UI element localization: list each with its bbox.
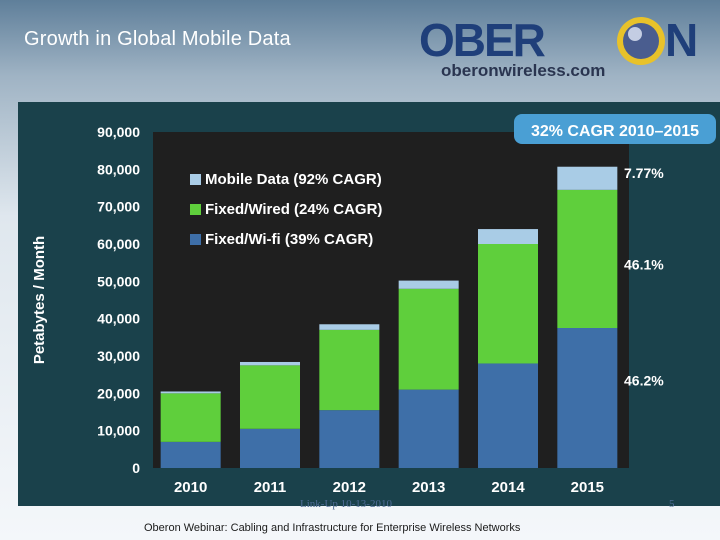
stacked-bar-chart: Petabytes / Month 32% CAGR 2010–2015 0 10… <box>31 114 716 496</box>
x-tick-label: 2014 <box>491 479 525 496</box>
x-tick-label: 2013 <box>412 479 445 496</box>
bar-segment <box>398 389 459 468</box>
bar-segment <box>478 363 538 468</box>
y-tick-label: 40,000 <box>97 311 140 327</box>
slide-title: Growth in Global Mobile Data <box>24 28 291 50</box>
y-tick-label: 60,000 <box>97 236 140 252</box>
legend-label: Fixed/Wi-fi (39% CAGR) <box>205 231 373 248</box>
page-number: 5 <box>669 498 675 510</box>
cagr-annotation: 46.1% <box>624 257 664 273</box>
cagr-annotation: 7.77% <box>624 165 664 181</box>
bar-segment <box>319 324 380 330</box>
bar-segment <box>398 280 459 289</box>
y-axis-label: Petabytes / Month <box>31 236 48 364</box>
legend-swatch <box>190 174 201 185</box>
bar-segment <box>319 329 380 411</box>
y-tick-label: 10,000 <box>97 423 140 439</box>
legend-swatch <box>190 234 201 245</box>
bar-segment <box>478 244 538 364</box>
logo-orb-highlight <box>628 27 642 41</box>
bar-segment <box>557 328 618 468</box>
bar-segment <box>160 393 221 442</box>
chart-panel: Petabytes / Month 32% CAGR 2010–2015 0 10… <box>18 102 720 506</box>
x-axis-ticks: 2010 2011 2012 2013 2014 2015 <box>174 479 604 496</box>
logo-orb <box>623 23 659 59</box>
bar-segment <box>398 288 459 390</box>
y-tick-label: 90,000 <box>97 124 140 140</box>
bar-segment <box>557 189 618 328</box>
y-tick-label: 80,000 <box>97 161 140 177</box>
logo-wordmark-right: N <box>665 14 698 66</box>
x-tick-label: 2011 <box>254 479 287 496</box>
cagr-annotation: 46.2% <box>624 372 664 388</box>
y-tick-label: 50,000 <box>97 273 140 289</box>
y-tick-label: 30,000 <box>97 348 140 364</box>
x-tick-label: 2015 <box>571 479 604 496</box>
logo-url: oberonwireless.com <box>441 61 605 80</box>
legend-label: Mobile Data (92% CAGR) <box>205 171 382 188</box>
footer-link[interactable]: Link-Up 10-13-2010 <box>300 498 392 510</box>
bar-segment <box>240 365 300 429</box>
logo-wordmark-left: OBER <box>419 14 546 66</box>
bar-segment <box>319 410 380 468</box>
bar-segment <box>240 361 300 366</box>
bar-segment <box>160 391 221 394</box>
y-tick-label: 20,000 <box>97 385 140 401</box>
bars <box>160 166 618 468</box>
bar-segment <box>240 428 300 468</box>
bar-segment <box>557 166 618 190</box>
cagr-title-box <box>514 114 716 144</box>
x-tick-label: 2012 <box>333 479 366 496</box>
y-tick-label: 70,000 <box>97 199 140 215</box>
oberon-logo: OBER N oberonwireless.com <box>419 14 698 80</box>
legend-label: Fixed/Wired (24% CAGR) <box>205 201 382 218</box>
bar-segment <box>160 441 221 468</box>
plot-area <box>153 132 629 468</box>
y-axis-ticks: 0 10,000 20,000 30,000 40,000 50,000 60,000 70,… <box>97 124 140 476</box>
chart-title: 32% CAGR 2010–2015 <box>531 123 699 140</box>
footer-caption: Oberon Webinar: Cabling and Infrastructu… <box>144 522 521 534</box>
annotations: 7.77% 46.1% 46.2% <box>624 165 664 388</box>
x-tick-label: 2010 <box>174 479 207 496</box>
y-tick-label: 0 <box>132 460 140 476</box>
legend-swatch <box>190 204 201 215</box>
bar-segment <box>478 229 538 244</box>
legend: Mobile Data (92% CAGR) Fixed/Wired (24% C… <box>190 171 382 248</box>
